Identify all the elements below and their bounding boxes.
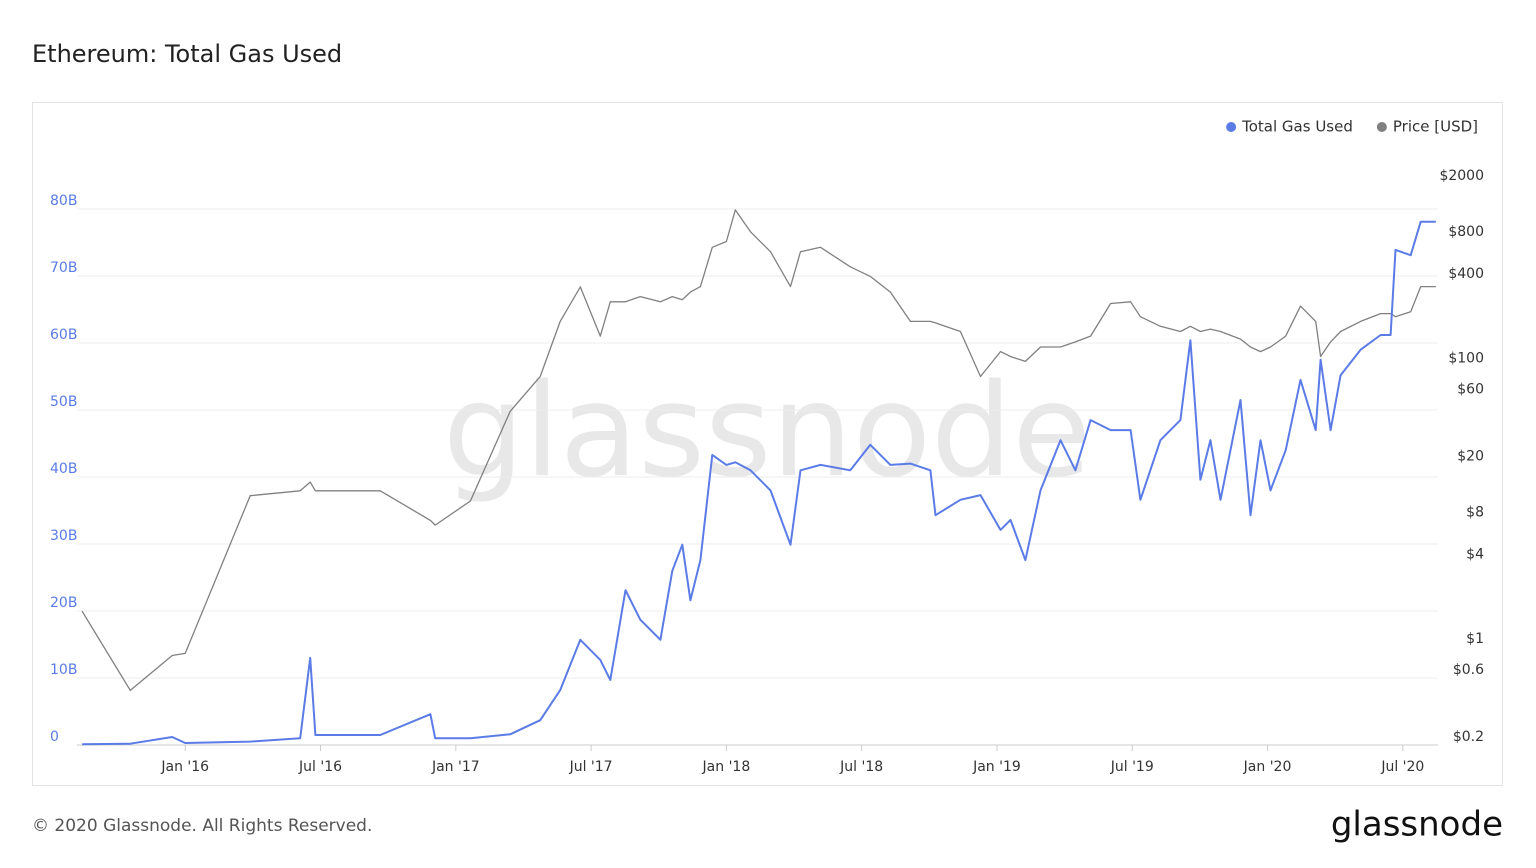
x-tick-label: Jul '19 bbox=[1110, 759, 1154, 775]
legend-label: Total Gas Used bbox=[1241, 118, 1353, 136]
x-tick-label: Jul '20 bbox=[1380, 759, 1424, 775]
y2-tick-label: $2000 bbox=[1439, 168, 1484, 184]
y2-tick-label: $4 bbox=[1466, 547, 1484, 563]
footer: © 2020 Glassnode. All Rights Reserved. bbox=[32, 816, 372, 836]
y2-tick-label: $0.6 bbox=[1453, 662, 1484, 678]
chart-title: Ethereum: Total Gas Used bbox=[32, 40, 342, 68]
chart-panel bbox=[32, 102, 1503, 786]
logo: glassnode bbox=[1331, 805, 1503, 845]
y-tick-label: 0 bbox=[50, 729, 59, 745]
x-tick-label: Jul '16 bbox=[298, 759, 342, 775]
legend-marker bbox=[1376, 122, 1387, 132]
y-tick-label: 70B bbox=[50, 260, 77, 276]
watermark: glassnode bbox=[443, 357, 1091, 506]
y2-tick-label: $100 bbox=[1448, 351, 1484, 367]
y2-tick-label: $60 bbox=[1457, 382, 1484, 398]
y-tick-label: 40B bbox=[50, 461, 77, 477]
y2-tick-label: $1 bbox=[1466, 631, 1484, 647]
x-tick-label: Jul '18 bbox=[839, 759, 883, 775]
legend-marker bbox=[1226, 122, 1237, 132]
y-tick-label: 60B bbox=[50, 327, 77, 343]
y2-tick-label: $20 bbox=[1457, 449, 1484, 465]
x-tick-label: Jan '20 bbox=[1243, 759, 1292, 775]
y2-tick-label: $800 bbox=[1448, 224, 1484, 240]
y-tick-label: 30B bbox=[50, 528, 77, 544]
y2-tick-label: $400 bbox=[1448, 266, 1484, 282]
y-tick-label: 80B bbox=[50, 193, 77, 209]
y-tick-label: 20B bbox=[50, 595, 77, 611]
x-tick-label: Jan '19 bbox=[972, 759, 1021, 775]
y-tick-label: 10B bbox=[50, 662, 77, 678]
series-line bbox=[82, 220, 1436, 746]
x-tick-label: Jan '16 bbox=[160, 759, 209, 775]
legend-label: Price [USD] bbox=[1393, 118, 1478, 136]
x-tick-label: Jan '17 bbox=[431, 759, 480, 775]
x-tick-label: Jan '18 bbox=[702, 759, 751, 775]
series-line bbox=[81, 209, 1436, 692]
x-tick-label: Jul '17 bbox=[569, 759, 613, 775]
y2-tick-label: $8 bbox=[1466, 504, 1484, 520]
y-tick-label: 50B bbox=[50, 394, 77, 410]
plot-area bbox=[81, 209, 1436, 746]
y2-tick-label: $0.2 bbox=[1453, 729, 1484, 745]
